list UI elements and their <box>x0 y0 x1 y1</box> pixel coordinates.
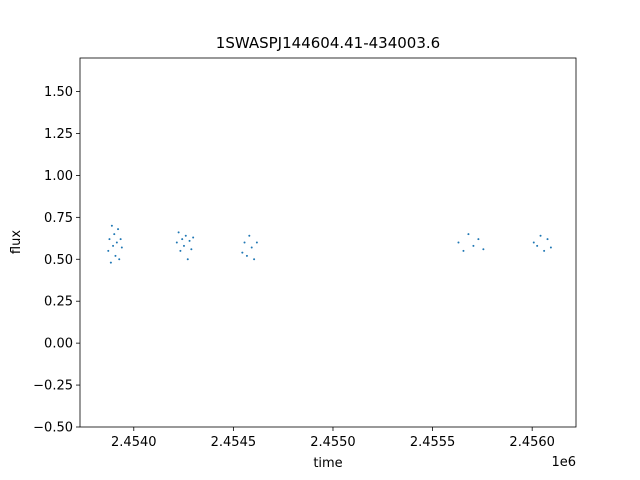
y-tick-label: −0.25 <box>33 379 73 394</box>
data-point <box>253 258 256 261</box>
y-tick-label: 1.00 <box>44 169 73 184</box>
plot-frame <box>79 57 577 428</box>
data-point <box>177 231 180 234</box>
y-tick-label: −0.50 <box>33 421 73 436</box>
data-point <box>192 236 195 239</box>
data-point <box>546 238 549 241</box>
y-tick-label: 0.75 <box>44 211 73 226</box>
data-point <box>117 228 120 231</box>
data-point <box>119 238 122 241</box>
data-point <box>182 244 185 247</box>
y-tick-label: 0.00 <box>44 337 73 352</box>
plot-background <box>80 58 576 427</box>
data-point <box>462 249 465 252</box>
data-point <box>188 239 191 242</box>
chart-title: 1SWASPJ144604.41-434003.6 <box>216 34 440 52</box>
data-point <box>250 246 253 249</box>
data-point <box>110 224 113 227</box>
y-axis: −0.50 −0.25 0.00 0.25 0.50 0.75 1.00 1.25 1.50 <box>33 85 80 436</box>
data-point <box>114 254 117 257</box>
data-point <box>109 261 112 264</box>
data-point <box>186 258 189 261</box>
scatter-points <box>107 224 552 264</box>
data-point <box>457 241 460 244</box>
y-axis-label: flux <box>9 230 24 254</box>
data-point <box>243 241 246 244</box>
x-tick-label: 2.4555 <box>410 435 456 450</box>
x-offset-label: 1e6 <box>551 455 576 470</box>
data-point <box>536 244 539 247</box>
data-point <box>115 241 118 244</box>
data-point <box>472 244 475 247</box>
data-point <box>112 244 115 247</box>
data-point <box>175 241 178 244</box>
y-tick-label: 0.25 <box>44 295 73 310</box>
data-point <box>482 248 485 251</box>
y-tick-label: 1.50 <box>44 85 73 100</box>
data-point <box>539 234 542 237</box>
data-point <box>190 248 193 251</box>
data-point <box>113 233 116 236</box>
data-point <box>181 238 184 241</box>
y-tick-label: 0.50 <box>44 253 73 268</box>
data-point <box>120 246 123 249</box>
data-point <box>107 249 110 252</box>
data-point <box>118 258 121 261</box>
x-tick-label: 2.4550 <box>310 435 356 450</box>
data-point <box>248 234 251 237</box>
data-point <box>184 234 187 237</box>
data-point <box>467 233 470 236</box>
data-point <box>477 238 480 241</box>
data-point <box>108 238 111 241</box>
data-point <box>241 251 244 254</box>
x-tick-label: 2.4540 <box>111 435 157 450</box>
x-tick-label: 2.4560 <box>509 435 555 450</box>
data-point <box>543 249 546 252</box>
data-point <box>179 249 182 252</box>
x-axis: 2.4540 2.4545 2.4550 2.4555 2.4560 <box>111 427 555 450</box>
data-point <box>245 254 248 257</box>
data-point <box>532 241 535 244</box>
x-tick-label: 2.4545 <box>211 435 257 450</box>
y-tick-label: 1.25 <box>44 127 73 142</box>
x-axis-label: time <box>313 456 342 471</box>
data-point <box>549 246 552 249</box>
data-point <box>255 241 258 244</box>
